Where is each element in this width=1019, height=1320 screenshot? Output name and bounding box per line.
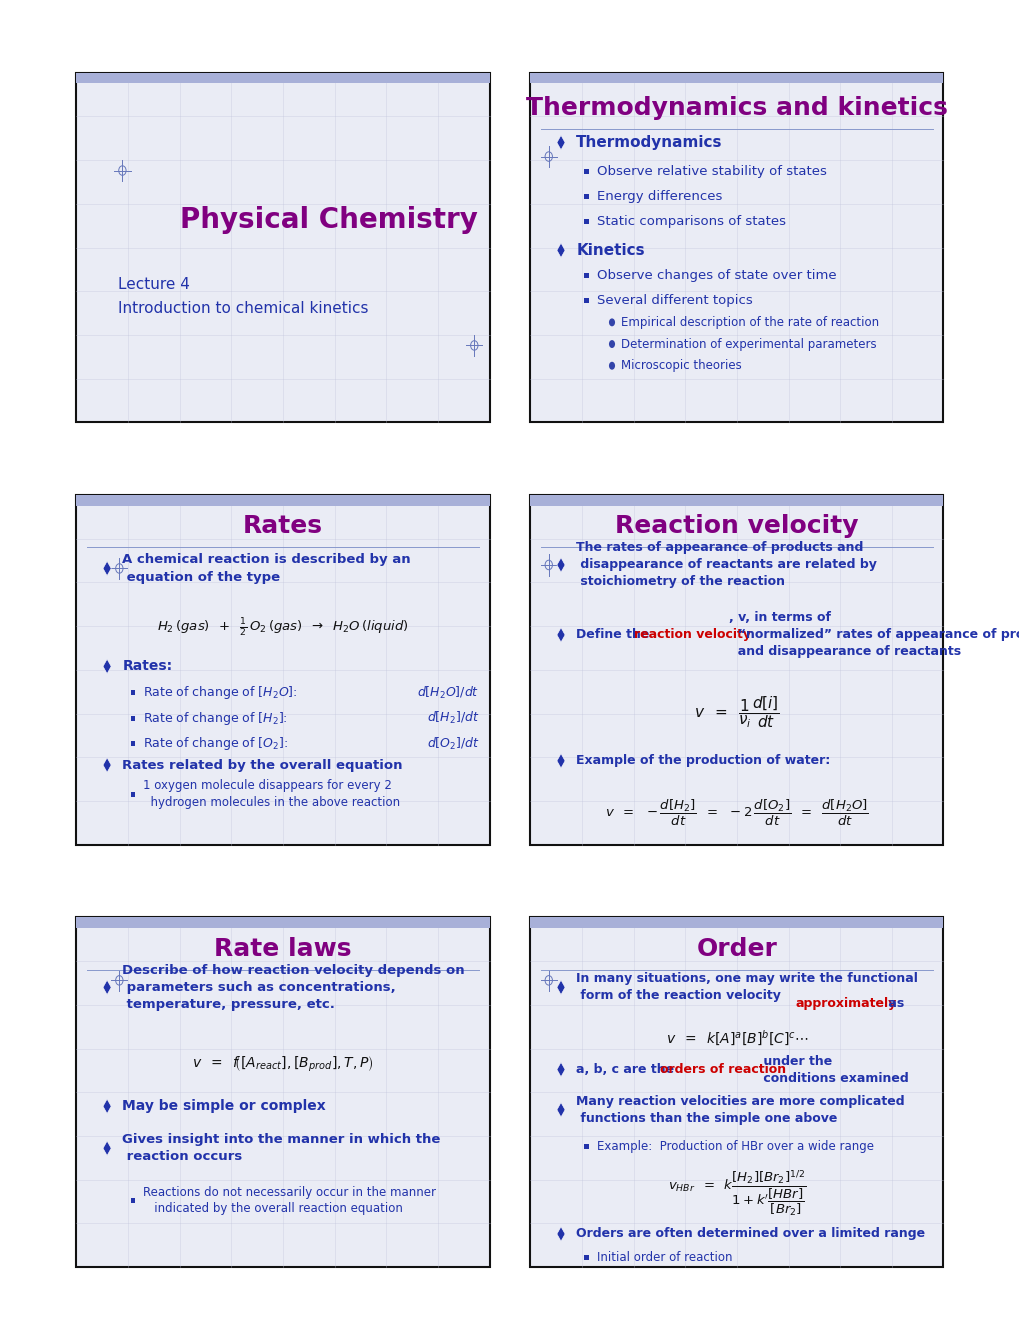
Polygon shape — [103, 1100, 111, 1114]
Text: $v_{HBr}\;\;=\;\;k\dfrac{[H_2][Br_2]^{1/2}}{1+k'\dfrac{[HBr]}{[Br_2]}}$: $v_{HBr}\;\;=\;\;k\dfrac{[H_2][Br_2]^{1/… — [667, 1168, 805, 1218]
Text: Rate of change of $[H_2]$:: Rate of change of $[H_2]$: — [143, 710, 287, 727]
Text: Energy differences: Energy differences — [596, 190, 721, 203]
Polygon shape — [556, 979, 565, 995]
Text: Microscopic theories: Microscopic theories — [621, 359, 741, 372]
FancyBboxPatch shape — [130, 690, 135, 696]
Text: as: as — [883, 998, 904, 1010]
FancyBboxPatch shape — [584, 219, 588, 224]
FancyBboxPatch shape — [76, 495, 489, 506]
Polygon shape — [103, 758, 111, 772]
Text: May be simple or complex: May be simple or complex — [122, 1100, 326, 1113]
Text: Thermodynamics: Thermodynamics — [576, 135, 722, 150]
FancyBboxPatch shape — [530, 917, 943, 928]
Polygon shape — [103, 979, 111, 995]
FancyBboxPatch shape — [530, 73, 943, 83]
Text: Rate of change of $[H_2O]$:: Rate of change of $[H_2O]$: — [143, 684, 298, 701]
Text: Reactions do not necessarily occur in the manner
   indicated by the overall rea: Reactions do not necessarily occur in th… — [143, 1185, 435, 1216]
Polygon shape — [103, 561, 111, 576]
Text: Physical Chemistry: Physical Chemistry — [179, 206, 477, 234]
Text: 1 oxygen molecule disappears for every 2
  hydrogen molecules in the above react: 1 oxygen molecule disappears for every 2… — [143, 779, 399, 809]
Text: $v\;\;=\;\;\dfrac{1}{\nu_i}\dfrac{d[i]}{dt}$: $v\;\;=\;\;\dfrac{1}{\nu_i}\dfrac{d[i]}{… — [693, 694, 780, 730]
Text: Rate laws: Rate laws — [214, 937, 352, 961]
FancyBboxPatch shape — [530, 917, 943, 1267]
Text: Define the: Define the — [576, 628, 653, 642]
Text: Rates: Rates — [243, 515, 323, 539]
Text: Lecture 4
Introduction to chemical kinetics: Lecture 4 Introduction to chemical kinet… — [118, 277, 368, 315]
Polygon shape — [556, 1063, 565, 1077]
Polygon shape — [556, 1226, 565, 1241]
Polygon shape — [103, 659, 111, 673]
Text: $H_2\,(gas)\;\;+\;\;\frac{1}{2}\,O_2\,(gas)\;\;\rightarrow\;\;H_2O\,(liquid)$: $H_2\,(gas)\;\;+\;\;\frac{1}{2}\,O_2\,(g… — [157, 616, 409, 639]
Polygon shape — [556, 557, 565, 572]
Text: Static comparisons of states: Static comparisons of states — [596, 215, 785, 228]
Text: $d[H_2O]/dt$: $d[H_2O]/dt$ — [417, 685, 479, 701]
Text: Thermodynamics and kinetics: Thermodynamics and kinetics — [526, 95, 947, 120]
Text: Example of the production of water:: Example of the production of water: — [576, 754, 829, 767]
Text: Orders are often determined over a limited range: Orders are often determined over a limit… — [576, 1228, 924, 1241]
FancyBboxPatch shape — [584, 1255, 588, 1261]
Text: Reaction velocity: Reaction velocity — [614, 515, 858, 539]
FancyBboxPatch shape — [76, 73, 489, 422]
FancyBboxPatch shape — [76, 73, 489, 83]
Circle shape — [608, 318, 614, 326]
Text: Rate of change of $[O_2]$:: Rate of change of $[O_2]$: — [143, 735, 287, 752]
FancyBboxPatch shape — [584, 169, 588, 174]
FancyBboxPatch shape — [530, 73, 943, 422]
Text: Order: Order — [696, 937, 776, 961]
FancyBboxPatch shape — [130, 1199, 135, 1204]
FancyBboxPatch shape — [130, 741, 135, 746]
FancyBboxPatch shape — [76, 917, 489, 928]
Polygon shape — [556, 1102, 565, 1117]
Text: $v\;\;=\;\;k[A]^a[B]^b[C]^c\cdots$: $v\;\;=\;\;k[A]^a[B]^b[C]^c\cdots$ — [664, 1028, 808, 1048]
Text: $d[H_2]/dt$: $d[H_2]/dt$ — [427, 710, 479, 726]
Text: , v, in terms of
  “normalized” rates of appearance of products
  and disappeara: , v, in terms of “normalized” rates of a… — [729, 611, 1019, 659]
Text: Observe relative stability of states: Observe relative stability of states — [596, 165, 825, 178]
FancyBboxPatch shape — [130, 792, 135, 797]
Text: The rates of appearance of products and
 disappearance of reactants are related : The rates of appearance of products and … — [576, 541, 876, 589]
FancyBboxPatch shape — [530, 495, 943, 845]
Text: orders of reaction: orders of reaction — [659, 1063, 786, 1076]
Text: Initial order of reaction: Initial order of reaction — [596, 1251, 732, 1265]
FancyBboxPatch shape — [584, 273, 588, 279]
Circle shape — [608, 362, 614, 370]
FancyBboxPatch shape — [584, 194, 588, 199]
Text: under the
 conditions examined: under the conditions examined — [758, 1055, 908, 1085]
Polygon shape — [556, 136, 565, 150]
FancyBboxPatch shape — [584, 1144, 588, 1150]
Polygon shape — [556, 754, 565, 768]
Text: A chemical reaction is described by an
 equation of the type: A chemical reaction is described by an e… — [122, 553, 411, 583]
Text: Kinetics: Kinetics — [576, 243, 644, 257]
Text: Many reaction velocities are more complicated
 functions than the simple one abo: Many reaction velocities are more compli… — [576, 1094, 904, 1125]
Polygon shape — [556, 243, 565, 257]
FancyBboxPatch shape — [130, 715, 135, 721]
Text: Example:  Production of HBr over a wide range: Example: Production of HBr over a wide r… — [596, 1140, 873, 1152]
Text: Rates related by the overall equation: Rates related by the overall equation — [122, 759, 403, 772]
Text: Rates:: Rates: — [122, 660, 172, 673]
Text: In many situations, one may write the functional
 form of the reaction velocity: In many situations, one may write the fu… — [576, 973, 917, 1002]
Text: Empirical description of the rate of reaction: Empirical description of the rate of rea… — [621, 315, 878, 329]
Text: $d[O_2]/dt$: $d[O_2]/dt$ — [426, 735, 479, 752]
Text: a, b, c are the: a, b, c are the — [576, 1063, 678, 1076]
Text: reaction velocity: reaction velocity — [634, 628, 751, 642]
Text: Describe of how reaction velocity depends on
 parameters such as concentrations,: Describe of how reaction velocity depend… — [122, 964, 465, 1011]
FancyBboxPatch shape — [76, 495, 489, 845]
Text: Observe changes of state over time: Observe changes of state over time — [596, 269, 836, 282]
FancyBboxPatch shape — [584, 298, 588, 304]
FancyBboxPatch shape — [76, 917, 489, 1267]
Text: approximately: approximately — [795, 998, 896, 1010]
Circle shape — [608, 341, 614, 348]
Text: Gives insight into the manner in which the
 reaction occurs: Gives insight into the manner in which t… — [122, 1134, 440, 1163]
Text: $v\;\;=\;\;-\dfrac{d[H_2]}{dt}\;\;=\;\;-2\,\dfrac{d[O_2]}{dt}\;\;=\;\;\dfrac{d[H: $v\;\;=\;\;-\dfrac{d[H_2]}{dt}\;\;=\;\;-… — [604, 799, 868, 829]
Text: Several different topics: Several different topics — [596, 294, 752, 308]
Text: Determination of experimental parameters: Determination of experimental parameters — [621, 338, 876, 351]
FancyBboxPatch shape — [530, 495, 943, 506]
Polygon shape — [103, 1140, 111, 1155]
Text: $v\;\;=\;\;f\!\left(\left[A_{react}\right],\left[B_{prod}\right],T,P\right)$: $v\;\;=\;\;f\!\left(\left[A_{react}\righ… — [193, 1055, 373, 1074]
Polygon shape — [556, 628, 565, 642]
